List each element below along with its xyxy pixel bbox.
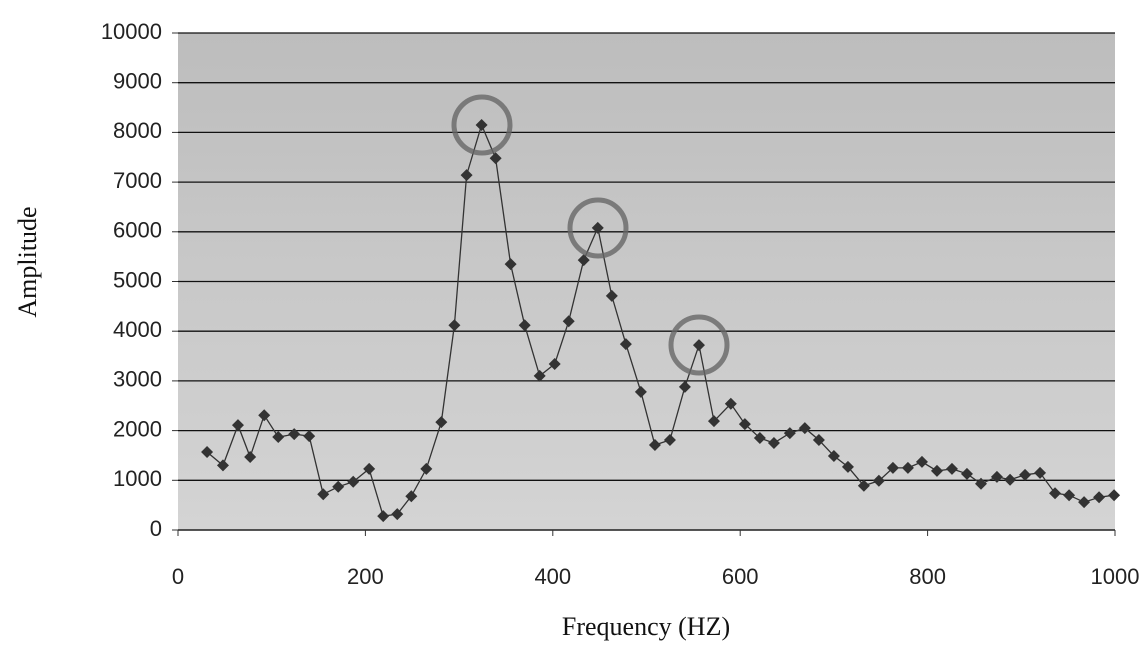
data-point	[244, 450, 257, 463]
data-point	[1034, 466, 1047, 479]
x-tick-label: 400	[534, 564, 571, 589]
data-point	[1063, 489, 1076, 502]
data-point	[504, 258, 517, 271]
data-point	[975, 477, 988, 490]
data-point	[841, 460, 854, 473]
data-point	[460, 169, 473, 182]
x-tick-label: 600	[722, 564, 759, 589]
data-point	[1019, 468, 1032, 481]
data-point	[960, 467, 973, 480]
data-point	[753, 432, 766, 445]
data-point	[332, 480, 345, 493]
data-point	[1108, 489, 1121, 502]
data-point	[347, 475, 360, 488]
x-tick-label: 0	[172, 564, 184, 589]
marks	[201, 118, 1121, 523]
data-point	[363, 462, 376, 475]
data-point	[377, 510, 390, 523]
data-point	[201, 445, 214, 458]
y-tick-label: 5000	[113, 267, 162, 292]
data-point	[798, 422, 811, 435]
data-point	[827, 449, 840, 462]
data-point	[448, 319, 461, 332]
data-point	[648, 439, 661, 452]
y-tick-label: 9000	[113, 69, 162, 94]
peak-highlight	[668, 314, 730, 376]
peak-highlight	[451, 94, 513, 156]
data-point	[317, 488, 330, 501]
data-point	[303, 430, 316, 443]
data-point	[812, 434, 825, 447]
x-axis-title: Frequency (HZ)	[562, 612, 730, 641]
data-point	[886, 461, 899, 474]
data-point	[945, 462, 958, 475]
data-point	[577, 254, 590, 267]
data-point	[930, 464, 943, 477]
data-point	[288, 428, 301, 441]
data-point	[258, 409, 271, 422]
data-point	[405, 490, 418, 503]
data-point	[1004, 473, 1017, 486]
y-tick-label: 4000	[113, 317, 162, 342]
data-point	[901, 461, 914, 474]
y-tick-label: 1000	[113, 466, 162, 491]
data-point	[634, 385, 647, 398]
data-point	[990, 470, 1003, 483]
data-point	[391, 508, 404, 521]
x-tick-label: 800	[909, 564, 946, 589]
data-point	[420, 462, 433, 475]
data-point	[591, 221, 604, 234]
grid	[178, 32, 1115, 531]
data-point	[915, 455, 928, 468]
data-point	[692, 339, 705, 352]
data-point	[548, 358, 561, 371]
data-point	[619, 338, 632, 351]
peak-highlight	[567, 197, 629, 259]
data-point	[562, 315, 575, 328]
data-point	[1049, 487, 1062, 500]
y-tick-label: 0	[150, 516, 162, 541]
x-tick-label: 1000	[1091, 564, 1140, 589]
data-point	[724, 397, 737, 410]
y-axis-title: Amplitude	[13, 206, 42, 317]
data-point	[435, 416, 448, 429]
data-point	[489, 152, 502, 165]
data-point	[678, 380, 691, 393]
data-point	[783, 427, 796, 440]
y-tick-label: 8000	[113, 118, 162, 143]
data-point	[605, 289, 618, 302]
y-tick-label: 10000	[101, 19, 162, 44]
y-tick-label: 6000	[113, 218, 162, 243]
data-point	[533, 369, 546, 382]
data-point	[872, 474, 885, 487]
data-point	[738, 418, 751, 431]
data-point	[1093, 491, 1106, 504]
y-tick-label: 2000	[113, 416, 162, 441]
data-point	[272, 431, 285, 444]
data-point	[216, 459, 229, 472]
y-tick-label: 7000	[113, 168, 162, 193]
y-tick-label: 3000	[113, 367, 162, 392]
x-tick-label: 200	[347, 564, 384, 589]
data-point	[707, 415, 720, 428]
data-point	[518, 319, 531, 332]
data-point	[767, 437, 780, 450]
data-point	[857, 479, 870, 492]
data-point	[1078, 496, 1091, 509]
data-point	[663, 434, 676, 447]
data-point	[475, 118, 488, 131]
data-point	[231, 419, 244, 432]
